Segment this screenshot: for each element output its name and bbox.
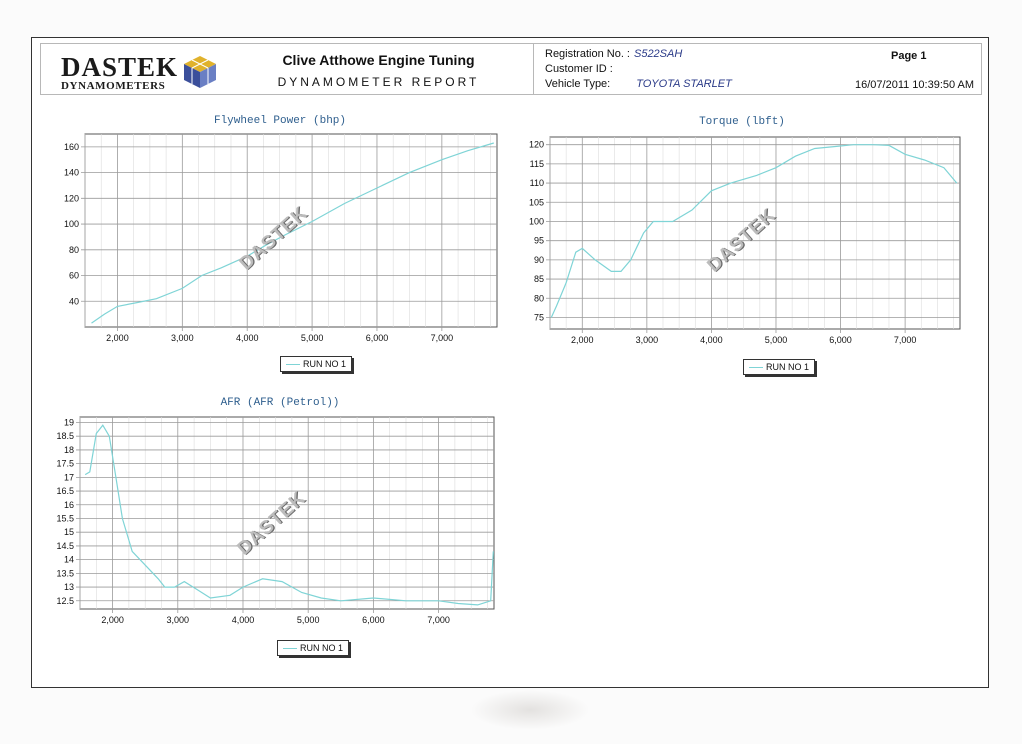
logo-sub-text: DYNAMOMETERS [61,80,166,92]
y-tick-label: 160 [64,142,79,152]
x-tick-label: 3,000 [171,333,194,343]
registration-label: Registration No. : [545,48,630,60]
plot-area [549,136,961,330]
series-line [84,424,494,606]
report-title: DYNAMOMETER REPORT [277,75,480,89]
y-tick-label: 100 [529,216,544,226]
x-tick-label: 7,000 [431,333,454,343]
torque-legend: RUN NO 1 [743,359,816,375]
x-tick-label: 5,000 [297,615,320,625]
power-legend: RUN NO 1 [280,356,353,372]
legend-label: RUN NO 1 [300,643,344,653]
x-tick-label: 5,000 [765,335,788,345]
y-tick-label: 16 [64,500,74,510]
x-tick-label: 2,000 [101,615,124,625]
company-name: Clive Atthowe Engine Tuning [282,52,475,68]
torque-chart-title: Torque (lbft) [699,116,785,128]
vehicle-label: Vehicle Type: [545,78,611,90]
y-tick-label: 15 [64,527,74,537]
y-tick-label: 100 [64,219,79,229]
y-tick-label: 40 [69,296,79,306]
vehicle-row: Vehicle Type: TOYOTA STARLET [545,78,732,90]
series-line [550,144,958,318]
y-tick-label: 13 [64,582,74,592]
y-tick-label: 14.5 [56,541,74,551]
cube-logo-icon [184,56,216,88]
registration-value: S522SAH [633,48,683,60]
y-tick-label: 95 [534,236,544,246]
y-tick-label: 105 [529,197,544,207]
logo-main-text: DASTEK [61,52,179,82]
y-tick-label: 75 [534,312,544,322]
report-datetime: 16/07/2011 10:39:50 AM [855,79,975,91]
x-tick-label: 7,000 [427,615,450,625]
y-tick-label: 115 [530,159,544,169]
y-tick-label: 18 [64,445,74,455]
y-tick-label: 17 [64,472,74,482]
legend-label: RUN NO 1 [766,362,810,372]
plot-area [79,416,495,610]
y-tick-label: 120 [64,193,79,203]
y-tick-label: 19 [64,417,74,427]
y-tick-label: 14 [64,555,74,565]
y-tick-label: 16.5 [56,486,74,496]
legend-line-icon [283,648,297,650]
x-tick-label: 4,000 [232,615,255,625]
y-tick-label: 12.5 [56,596,74,606]
legend-line-icon [749,367,763,369]
x-tick-label: 3,000 [167,615,190,625]
registration-row: Registration No. : S522SAH [545,48,682,60]
y-tick-label: 90 [534,255,544,265]
x-tick-label: 7,000 [894,335,917,345]
y-tick-label: 13.5 [56,568,74,578]
page-number: Page 1 [891,50,927,62]
legend-line-icon [286,364,300,366]
power-chart: 2,000 3,000 4,000 5,000 6,000 7,000 40 60 80 100 1… [64,133,498,343]
legend-label: RUN NO 1 [303,359,347,369]
y-tick-label: 120 [529,140,544,150]
header-divider [533,44,534,94]
y-tick-label: 80 [534,293,544,303]
y-tick-label: 110 [530,178,544,188]
x-tick-label: 3,000 [636,335,659,345]
plot-area [84,133,498,328]
report-header: DASTEK DYNAMOMETERS Clive Atthowe Engine… [40,43,982,95]
report-sheet: DASTEK DYNAMOMETERS Clive Atthowe Engine… [31,37,989,688]
customer-label: Customer ID : [545,63,613,75]
afr-legend: RUN NO 1 [277,640,350,656]
dastek-logo: DASTEK DYNAMOMETERS [61,52,179,93]
customer-row: Customer ID : [545,63,613,75]
x-tick-label: 5,000 [301,333,324,343]
vehicle-value: TOYOTA STARLET [636,78,732,90]
x-tick-label: 2,000 [571,335,594,345]
series-line [91,142,494,324]
paper-smudge [470,690,590,730]
y-tick-label: 85 [534,274,544,284]
afr-chart: 2,000 3,000 4,000 5,000 6,000 7,000 12.5 13 13.5… [56,416,495,625]
x-tick-label: 4,000 [700,335,723,345]
y-tick-label: 60 [69,271,79,281]
torque-chart: 2,000 3,000 4,000 5,000 6,000 7,000 75 80 85 90 95… [529,136,961,345]
x-tick-label: 2,000 [106,333,129,343]
x-tick-label: 6,000 [362,615,385,625]
x-tick-label: 6,000 [829,335,852,345]
y-tick-label: 140 [64,168,79,178]
y-tick-label: 18.5 [56,431,74,441]
power-chart-title: Flywheel Power (bhp) [213,115,347,127]
report-title-block: Clive Atthowe Engine Tuning DYNAMOMETER … [271,52,486,89]
y-tick-label: 17.5 [56,459,74,469]
x-tick-label: 6,000 [366,333,389,343]
x-tick-label: 4,000 [236,333,259,343]
y-tick-label: 80 [69,245,79,255]
y-tick-label: 15.5 [56,513,74,523]
afr-chart-title: AFR (AFR (Petrol)) [220,397,340,409]
